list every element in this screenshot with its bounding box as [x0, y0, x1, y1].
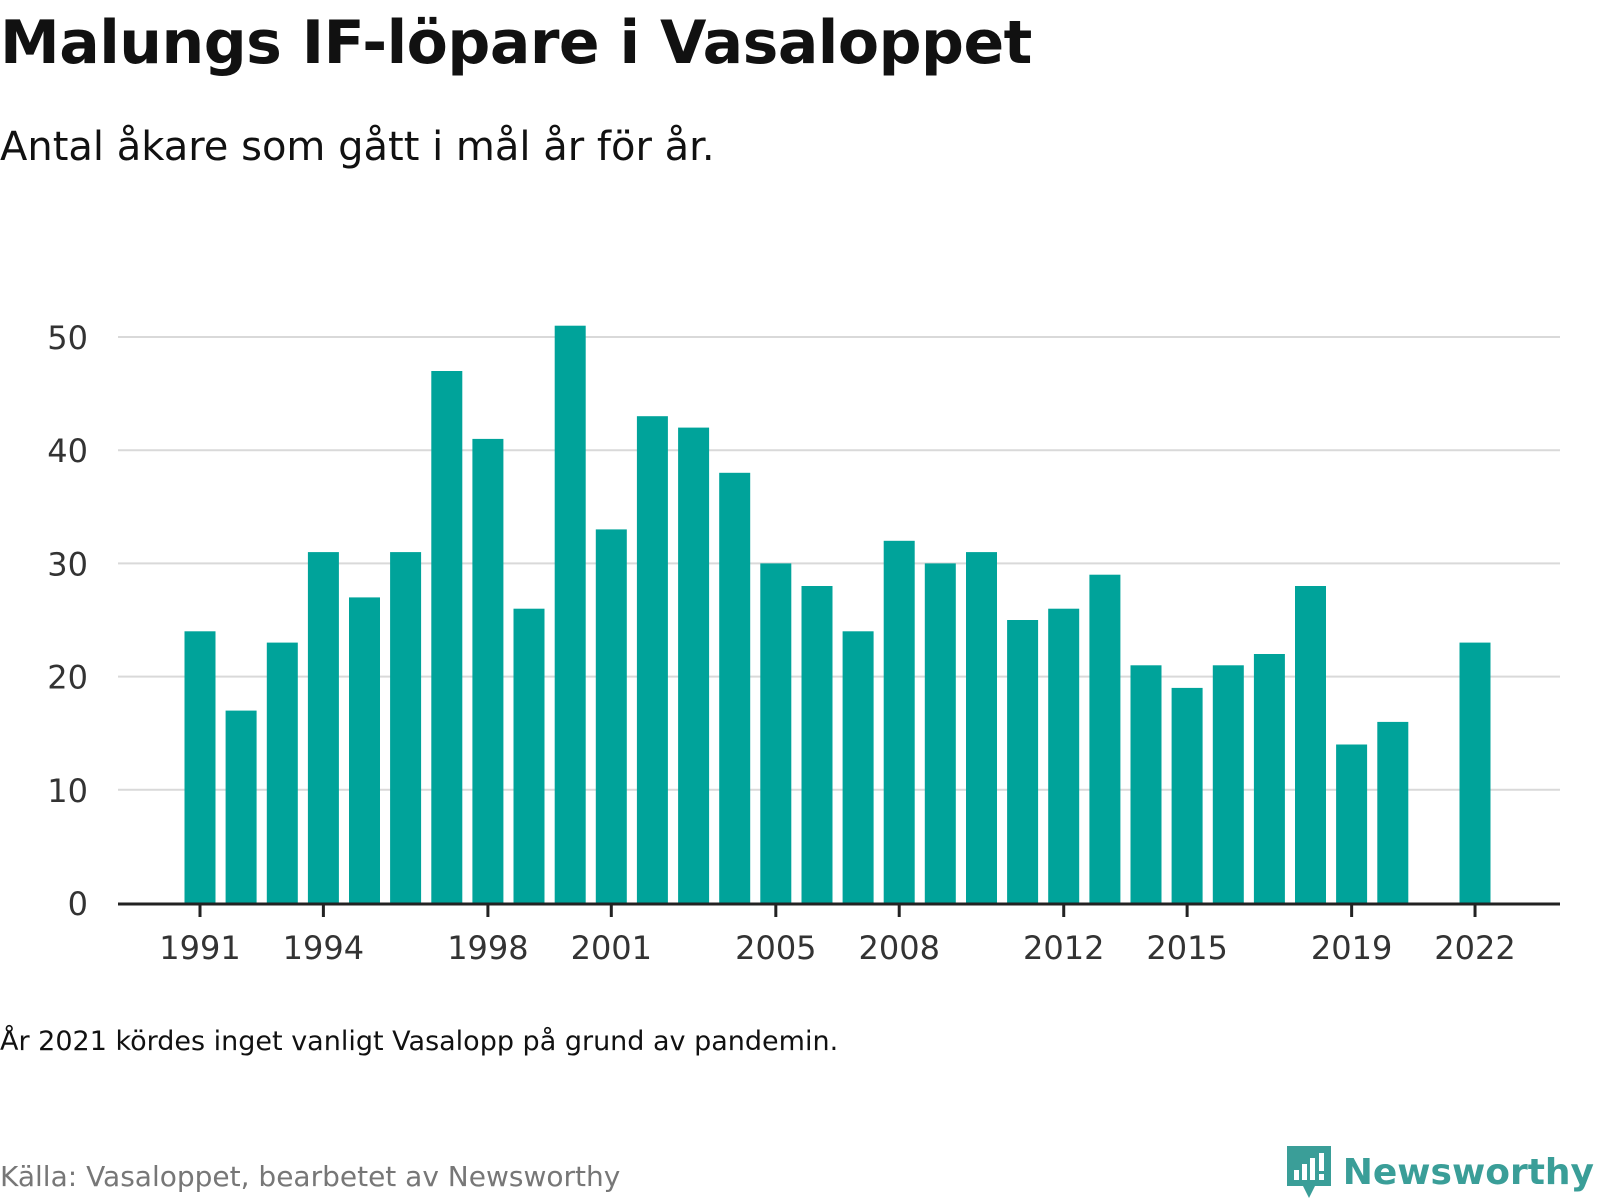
bar-2022[interactable]: [1459, 642, 1491, 903]
bar-2016[interactable]: [1212, 665, 1244, 903]
bar-2002[interactable]: [636, 416, 668, 903]
source-credit: Källa: Vasaloppet, bearbetet av Newswort…: [0, 1160, 621, 1193]
bar-1998[interactable]: [472, 438, 504, 903]
bar-1991[interactable]: [184, 631, 216, 903]
y-tick-label: 20: [47, 659, 88, 697]
x-tick-label: 2019: [1311, 929, 1392, 967]
newsworthy-logo-text: Newsworthy: [1342, 1151, 1594, 1193]
bar-2017[interactable]: [1253, 654, 1285, 903]
x-tick-label: 1991: [159, 929, 240, 967]
bar-2008[interactable]: [883, 540, 915, 903]
bar-2010[interactable]: [966, 552, 997, 903]
newsworthy-logo[interactable]: Newsworthy: [1285, 1144, 1594, 1200]
bar-2005[interactable]: [760, 563, 792, 903]
x-tick-label: 2008: [858, 929, 939, 967]
bar-1993[interactable]: [266, 642, 298, 903]
bar-1994[interactable]: [307, 552, 339, 903]
footnote: År 2021 kördes inget vanligt Vasalopp på…: [0, 1026, 839, 1057]
bar-1996[interactable]: [390, 552, 422, 903]
y-axis-ticks: 0 10 20 30 40 50: [47, 319, 88, 923]
bar-2012[interactable]: [1048, 608, 1080, 903]
y-tick-label: 0: [68, 885, 88, 923]
bar-chart: 0 10 20 30 40 50 1991 1994 1998 2001 2005 2008 2012…: [47, 319, 1560, 967]
newsworthy-logo-icon: [1286, 1146, 1331, 1198]
bar-1999[interactable]: [513, 608, 545, 903]
bar-1997[interactable]: [431, 371, 463, 903]
bar-1992[interactable]: [225, 710, 257, 903]
chart-subtitle: Antal åkare som gått i mål år för år.: [0, 124, 715, 170]
bars: [184, 325, 1491, 904]
bar-2007[interactable]: [842, 631, 874, 903]
x-tick-label: 2001: [571, 929, 652, 967]
y-tick-label: 30: [47, 545, 88, 583]
x-tick-label: 2012: [1023, 929, 1104, 967]
bar-2000[interactable]: [554, 325, 586, 903]
x-tick-label: 1998: [447, 929, 528, 967]
bar-2006[interactable]: [801, 586, 833, 903]
bar-2004[interactable]: [719, 472, 751, 903]
y-tick-label: 10: [47, 772, 88, 810]
bar-2013[interactable]: [1089, 574, 1121, 903]
bar-2014[interactable]: [1130, 665, 1162, 903]
x-axis-ticks: 1991 1994 1998 2001 2005 2008 2012 2015 2019 2022: [159, 905, 1516, 967]
y-tick-label: 40: [47, 432, 88, 470]
x-tick-label: 2022: [1434, 929, 1515, 967]
chart-title: Malungs IF-löpare i Vasaloppet: [0, 8, 1032, 78]
bar-2009[interactable]: [924, 563, 956, 903]
x-tick-label: 1994: [283, 929, 364, 967]
bar-2011[interactable]: [1007, 620, 1039, 903]
bar-2020[interactable]: [1377, 721, 1409, 903]
bar-2019[interactable]: [1336, 744, 1368, 904]
x-tick-label: 2005: [735, 929, 816, 967]
bar-2018[interactable]: [1295, 586, 1326, 903]
y-tick-label: 50: [47, 319, 88, 357]
bar-2003[interactable]: [678, 427, 710, 903]
bar-2015[interactable]: [1171, 687, 1203, 903]
x-tick-label: 2015: [1146, 929, 1227, 967]
bar-1995[interactable]: [349, 597, 380, 903]
bar-2001[interactable]: [595, 529, 627, 903]
